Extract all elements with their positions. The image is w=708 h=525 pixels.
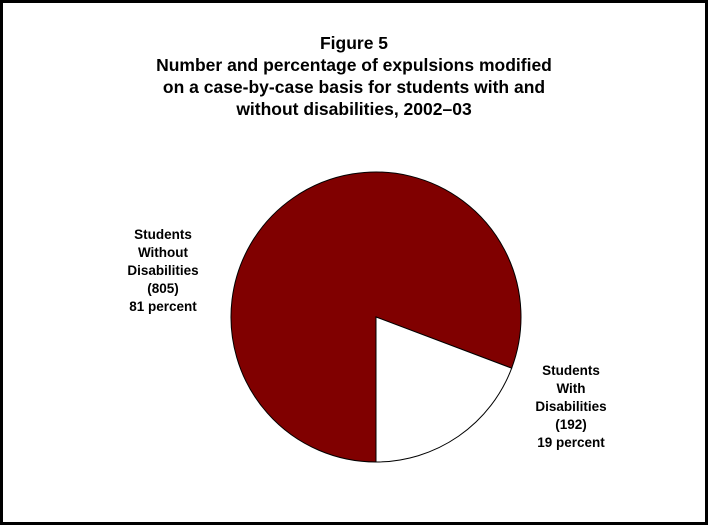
slice-label-with-disabilities: Students With Disabilities (192) 19 perc… xyxy=(506,362,636,452)
chart-title-block: Figure 5 Number and percentage of expuls… xyxy=(54,32,654,120)
chart-title: Figure 5 xyxy=(319,33,389,53)
slice-percent-label: 19 percent xyxy=(537,435,605,450)
slice-label-line: Disabilities xyxy=(535,399,607,414)
chart-subtitle-line-2: on a case-by-case basis for students wit… xyxy=(162,77,546,97)
chart-subtitle-line-3: without disabilities, 2002–03 xyxy=(236,99,472,119)
slice-percent-label: 81 percent xyxy=(129,299,197,314)
slice-label-without-disabilities: Students Without Disabilities (805) 81 p… xyxy=(98,226,228,316)
slice-count-label: (805) xyxy=(147,281,179,296)
slice-label-line: Students xyxy=(134,227,192,242)
slice-label-line: Disabilities xyxy=(127,263,199,278)
pie-slice-with-disabilities xyxy=(375,316,513,463)
chart-subtitle-line-1: Number and percentage of expulsions modi… xyxy=(156,55,552,75)
slice-label-line: With xyxy=(556,381,586,396)
slice-label-line: Students xyxy=(542,363,600,378)
slice-count-label: (192) xyxy=(555,417,587,432)
slice-label-line: Without xyxy=(137,245,189,260)
